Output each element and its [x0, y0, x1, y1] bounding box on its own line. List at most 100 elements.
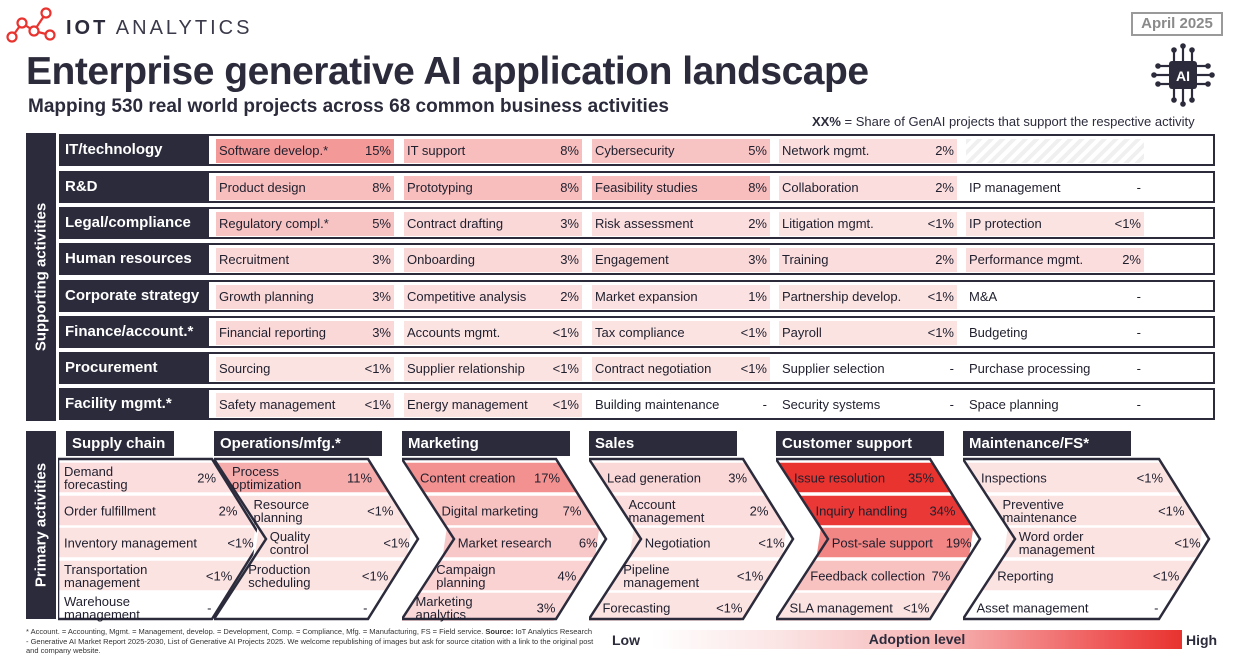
activity-share: 3%	[372, 252, 391, 267]
activity-cell-warehouse-management[interactable]: Warehouse management -	[64, 592, 211, 623]
activity-cell-resource-planning[interactable]: Resource planning <1%	[253, 495, 393, 526]
activity-share: <1%	[364, 361, 391, 376]
activity-cell-network-mgmt[interactable]: Network mgmt. 2%	[779, 139, 957, 163]
supporting-row-header: Procurement	[61, 354, 209, 382]
activity-cell-word-order-management[interactable]: Word order management <1%	[1019, 527, 1201, 558]
activity-cell-contract-negotiation[interactable]: Contract negotiation <1%	[592, 357, 770, 381]
activity-name: Purchase processing	[969, 361, 1091, 376]
primary-chevron-marketing: Marketing Content creation 17% Digital mark…	[402, 431, 608, 621]
activity-cell-market-expansion[interactable]: Market expansion 1%	[592, 285, 770, 309]
primary-chevron-operations-mfg: Operations/mfg.* Process optimization 11% R…	[214, 431, 420, 621]
activity-cell-digital-marketing[interactable]: Digital marketing 7%	[441, 495, 581, 526]
activity-share: <1%	[1158, 503, 1185, 518]
activity-cell-marketing-analytics[interactable]: Marketing analytics 3%	[415, 592, 555, 623]
activity-cell-competitive-analysis[interactable]: Competitive analysis 2%	[404, 285, 582, 309]
activity-cell-account-management[interactable]: Account management 2%	[628, 495, 768, 526]
activity-cell-sourcing[interactable]: Sourcing <1%	[216, 357, 394, 381]
activity-cell-engagement[interactable]: Engagement 3%	[592, 248, 770, 272]
activity-cell-ip-protection[interactable]: IP protection <1%	[966, 212, 1144, 236]
activity-cell-preventive-maintenance[interactable]: Preventive maintenance <1%	[1002, 495, 1184, 526]
activity-cell-regulatory-compl[interactable]: Regulatory compl.* 5%	[216, 212, 394, 236]
activity-cell-budgeting[interactable]: Budgeting -	[966, 321, 1144, 345]
activity-share: 2%	[935, 252, 954, 267]
activity-cell-supplier-selection[interactable]: Supplier selection -	[779, 357, 957, 381]
activity-cell-partnership-develop[interactable]: Partnership develop. <1%	[779, 285, 957, 309]
activity-cell-energy-management[interactable]: Energy management <1%	[404, 393, 582, 417]
activity-cell-risk-assessment[interactable]: Risk assessment 2%	[592, 212, 770, 236]
activity-cell-content-creation[interactable]: Content creation 17%	[420, 462, 560, 493]
activity-cell-reporting[interactable]: Reporting <1%	[997, 560, 1179, 591]
activity-cell-space-planning[interactable]: Space planning -	[966, 393, 1144, 417]
activity-cell-payroll[interactable]: Payroll <1%	[779, 321, 957, 345]
activity-share: 3%	[748, 252, 767, 267]
activity-cell-campaign-planning[interactable]: Campaign planning 4%	[436, 560, 576, 591]
activity-share: <1%	[927, 325, 954, 340]
activity-cell-negotiation[interactable]: Negotiation <1%	[645, 527, 785, 558]
activity-cell-forecasting[interactable]: Forecasting <1%	[602, 592, 742, 623]
activity-share: 2%	[935, 180, 954, 195]
activity-name: Building maintenance	[595, 397, 720, 412]
activity-cell-software-develop[interactable]: Software develop.* 15%	[216, 139, 394, 163]
activity-cell-training[interactable]: Training 2%	[779, 248, 957, 272]
activity-cell-it-support[interactable]: IT support 8%	[404, 139, 582, 163]
activity-cell-market-research[interactable]: Market research 6%	[458, 527, 598, 558]
activity-name: Performance mgmt.	[969, 252, 1084, 267]
activity-cell-feedback-collection[interactable]: Feedback collection 7%	[810, 560, 950, 591]
activity-cell-purchase-processing[interactable]: Purchase processing -	[966, 357, 1144, 381]
activity-cell-contract-drafting[interactable]: Contract drafting 3%	[404, 212, 582, 236]
chevron-slot-fill	[58, 591, 231, 621]
activity-name: Production scheduling	[248, 561, 311, 590]
activity-cell-product-design[interactable]: Product design 8%	[216, 176, 394, 200]
primary-activities-bar	[26, 431, 56, 619]
activity-cell-inventory-management[interactable]: Inventory management <1%	[64, 527, 254, 558]
activity-cell-asset-management[interactable]: Asset management -	[976, 592, 1158, 623]
activity-cell-inspections[interactable]: Inspections <1%	[981, 462, 1163, 493]
activity-name: Network mgmt.	[782, 143, 870, 158]
activity-cell-empty[interactable]: -	[227, 592, 367, 623]
activity-cell-sla-management[interactable]: SLA management <1%	[789, 592, 929, 623]
supporting-row-header: Finance/account.*	[61, 318, 209, 346]
activity-cell-onboarding[interactable]: Onboarding 3%	[404, 248, 582, 272]
activity-cell-m-a[interactable]: M&A -	[966, 285, 1144, 309]
activity-cell-building-maintenance[interactable]: Building maintenance -	[592, 393, 770, 417]
chevron-slot-fill	[252, 526, 414, 559]
activity-cell-financial-reporting[interactable]: Financial reporting 3%	[216, 321, 394, 345]
supporting-row-procurement: Procurement Sourcing <1% Supplier relations…	[59, 352, 1215, 384]
activity-cell-process-optimization[interactable]: Process optimization 11%	[232, 462, 372, 493]
activity-share: 2%	[749, 503, 769, 518]
activity-cell-accounts-mgmt[interactable]: Accounts mgmt. <1%	[404, 321, 582, 345]
activity-cell-feasibility-studies[interactable]: Feasibility studies 8%	[592, 176, 770, 200]
activity-name: Issue resolution	[794, 470, 886, 485]
activity-cell-recruitment[interactable]: Recruitment 3%	[216, 248, 394, 272]
primary-activities-label: Primary activities	[32, 462, 50, 588]
activity-cell-inquiry-handling[interactable]: Inquiry handling 34%	[815, 495, 955, 526]
chevron-shape	[402, 457, 608, 621]
page-subtitle: Mapping 530 real world projects across 6…	[28, 96, 669, 117]
activity-cell-transportation-management[interactable]: Transportation management <1%	[64, 560, 232, 591]
activity-cell-ip-management[interactable]: IP management -	[966, 176, 1144, 200]
activity-share: 2%	[748, 216, 767, 231]
activity-cell-litigation-mgmt[interactable]: Litigation mgmt. <1%	[779, 212, 957, 236]
activity-cell-supplier-relationship[interactable]: Supplier relationship <1%	[404, 357, 582, 381]
activity-cell-production-scheduling[interactable]: Production scheduling <1%	[248, 560, 388, 591]
activity-cell-prototyping[interactable]: Prototyping 8%	[404, 176, 582, 200]
activity-cell-order-fulfillment[interactable]: Order fulfillment 2%	[64, 495, 237, 526]
chevron-slot-fill	[814, 526, 976, 559]
activity-cell-growth-planning[interactable]: Growth planning 3%	[216, 285, 394, 309]
activity-share: <1%	[927, 216, 954, 231]
activity-name: IT support	[407, 143, 466, 158]
activity-cell-pipeline-management[interactable]: Pipeline management <1%	[623, 560, 763, 591]
activity-cell-tax-compliance[interactable]: Tax compliance <1%	[592, 321, 770, 345]
activity-cell-security-systems[interactable]: Security systems -	[779, 393, 957, 417]
activity-cell-quality-control[interactable]: Quality control <1%	[270, 527, 410, 558]
activity-cell-issue-resolution[interactable]: Issue resolution 35%	[794, 462, 934, 493]
activity-cell-lead-generation[interactable]: Lead generation 3%	[607, 462, 747, 493]
activity-share: <1%	[361, 568, 389, 583]
activity-cell-post-sale-support[interactable]: Post-sale support 19%	[832, 527, 972, 558]
activity-cell-performance-mgmt[interactable]: Performance mgmt. 2%	[966, 248, 1144, 272]
activity-cell-safety-management[interactable]: Safety management <1%	[216, 393, 394, 417]
primary-chevron-sales: Sales Lead generation 3% Account management…	[589, 431, 795, 621]
activity-cell-collaboration[interactable]: Collaboration 2%	[779, 176, 957, 200]
activity-cell-demand-forecasting[interactable]: Demand forecasting 2%	[64, 462, 216, 493]
activity-cell-cybersecurity[interactable]: Cybersecurity 5%	[592, 139, 770, 163]
